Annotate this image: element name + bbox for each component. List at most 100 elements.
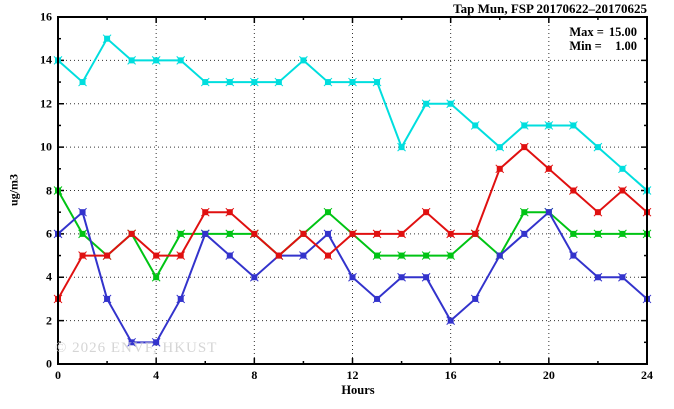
series-cyan-point	[398, 144, 405, 151]
series-cyan-point	[128, 57, 135, 64]
series-blue-point	[423, 274, 430, 281]
series-cyan-point	[226, 79, 233, 86]
series-blue-point	[447, 317, 454, 324]
series-red-point	[226, 209, 233, 216]
watermark: © 2026 ENVF, HKUST	[55, 340, 218, 356]
series-red-point	[496, 165, 503, 172]
series-red-point	[177, 252, 184, 259]
series-blue-point	[594, 274, 601, 281]
series-green-point	[594, 230, 601, 237]
x-tick-label: 8	[251, 368, 258, 382]
legend-min-value: 1.00	[615, 39, 637, 53]
series-blue-point	[545, 209, 552, 216]
series-green-point	[570, 230, 577, 237]
series-red-point	[398, 230, 405, 237]
series-cyan-point	[570, 122, 577, 129]
series-green-point	[324, 209, 331, 216]
series-blue-point	[619, 274, 626, 281]
legend-box: Max = 15.00 Min = 1.00	[569, 25, 637, 53]
y-tick-label: 2	[46, 313, 52, 328]
series-red-point	[153, 252, 160, 259]
chart-title: Tap Mun, FSP 20170622–20170625	[453, 1, 647, 16]
series-red-point	[472, 230, 479, 237]
series-red-point	[374, 230, 381, 237]
series-cyan-point	[275, 79, 282, 86]
plot-border	[57, 16, 648, 365]
series-cyan-point	[594, 144, 601, 151]
series-red-point	[594, 209, 601, 216]
y-tick-label: 10	[40, 139, 52, 154]
series-blue-point	[104, 295, 111, 302]
series-red-point	[619, 187, 626, 194]
series-cyan-point	[423, 100, 430, 107]
series-cyan-point	[104, 35, 111, 42]
series-red-point	[104, 252, 111, 259]
series-blue-point	[300, 252, 307, 259]
series-blue-point	[226, 252, 233, 259]
series-blue-point	[79, 209, 86, 216]
series-blue-point	[153, 339, 160, 346]
series-cyan-point	[153, 57, 160, 64]
series-blue-point	[472, 295, 479, 302]
series-cyan-point	[374, 79, 381, 86]
series-cyan-point	[472, 122, 479, 129]
series-blue-point	[496, 252, 503, 259]
series-cyan-point	[324, 79, 331, 86]
series-red-point	[447, 230, 454, 237]
series-blue-point	[324, 230, 331, 237]
series-blue-point	[349, 274, 356, 281]
series-green-point	[521, 209, 528, 216]
series-green-point	[398, 252, 405, 259]
series-blue-point	[521, 230, 528, 237]
series-cyan-point	[447, 100, 454, 107]
series-cyan-point	[177, 57, 184, 64]
series-cyan-point	[521, 122, 528, 129]
series-cyan-point	[300, 57, 307, 64]
series-blue-point	[202, 230, 209, 237]
series-cyan-point	[202, 79, 209, 86]
x-tick-label: 12	[346, 368, 359, 382]
series-green-point	[153, 274, 160, 281]
series-green-point	[447, 252, 454, 259]
series-cyan-point	[496, 144, 503, 151]
series-cyan-point	[79, 79, 86, 86]
legend-min-label: Min =	[569, 39, 602, 53]
y-tick-label: 12	[40, 96, 52, 111]
x-axis-label: Hours	[341, 383, 375, 397]
series-red-point	[423, 209, 430, 216]
y-tick-label: 0	[46, 356, 52, 371]
series-green-point	[619, 230, 626, 237]
series-red-point	[300, 230, 307, 237]
series-red-point	[324, 252, 331, 259]
series-blue-point	[128, 339, 135, 346]
series-red-point	[275, 252, 282, 259]
x-tick-label: 0	[55, 368, 61, 382]
series-red-point	[79, 252, 86, 259]
y-tick-label: 6	[46, 226, 52, 241]
y-tick-label: 16	[40, 9, 52, 24]
series-red-point	[202, 209, 209, 216]
series-green-point	[226, 230, 233, 237]
series-blue-point	[374, 295, 381, 302]
legend-max-value: 15.00	[608, 25, 637, 39]
series-green-point	[423, 252, 430, 259]
series-blue-point	[251, 274, 258, 281]
series-green-point	[79, 230, 86, 237]
y-tick-label: 4	[46, 269, 52, 284]
series-red-point	[570, 187, 577, 194]
series-red-point	[128, 230, 135, 237]
series-green-point	[374, 252, 381, 259]
x-tick-label: 4	[153, 368, 160, 382]
y-tick-label: 8	[46, 183, 52, 197]
series-red-point	[521, 144, 528, 151]
series-red-point	[251, 230, 258, 237]
series-cyan-point	[619, 165, 626, 172]
x-tick-label: 20	[542, 368, 555, 382]
legend-max-label: Max =	[569, 25, 604, 39]
y-tick-label: 14	[40, 52, 52, 67]
series-blue-point	[177, 295, 184, 302]
series-cyan-point	[545, 122, 552, 129]
series-blue-point	[398, 274, 405, 281]
